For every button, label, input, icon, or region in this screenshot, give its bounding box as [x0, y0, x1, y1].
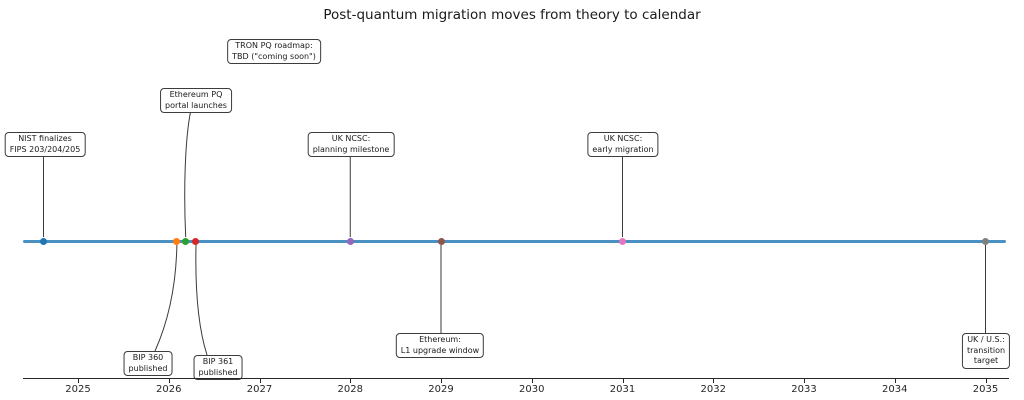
x-tick [78, 379, 79, 383]
event-label-uk-ncsc-planning: UK NCSC: planning milestone [307, 132, 395, 157]
x-tick-label: 2027 [246, 384, 273, 395]
event-label-uk-ncsc-early-migration: UK NCSC: early migration [587, 132, 659, 157]
event-label-nist-fips: NIST finalizes FIPS 203/204/205 [4, 132, 86, 157]
event-dot-ethereum-l1-window [437, 237, 445, 245]
event-dot-nist-fips [40, 237, 47, 245]
event-label-uk-us-transition-target: UK / U.S.: transition target [961, 333, 1011, 369]
event-dot-uk-us-transition-target [982, 237, 989, 245]
x-tick [441, 379, 442, 383]
x-tick-label: 2032 [700, 384, 726, 395]
timeline-axis-line [23, 239, 1006, 243]
x-tick [259, 379, 261, 383]
x-tick-label: 2025 [65, 384, 91, 395]
chart-title: Post-quantum migration moves from theory… [323, 7, 701, 23]
x-tick-label: 2029 [428, 384, 454, 395]
x-tick-label: 2026 [156, 384, 182, 395]
event-label-bip-361: BIP 361 published [193, 355, 243, 380]
x-tick-label: 2033 [791, 384, 817, 395]
event-label-ethereum-l1-window: Ethereum: L1 upgrade window [395, 333, 485, 358]
event-label-ethereum-pq-portal: Ethereum PQ portal launches [160, 88, 232, 113]
x-tick [168, 379, 170, 383]
x-tick [985, 379, 987, 383]
x-tick [804, 379, 805, 383]
event-dot-ethereum-pq-portal [182, 237, 190, 245]
x-tick [350, 379, 352, 383]
event-leader-line-bip-361 [195, 244, 208, 356]
x-tick-label: 2034 [882, 384, 908, 395]
event-dot-bip-361 [192, 237, 200, 245]
x-tick [713, 379, 715, 383]
event-dot-uk-ncsc-planning [346, 237, 354, 245]
event-dot-bip-360 [173, 237, 181, 245]
x-tick-label: 2030 [519, 384, 545, 395]
event-leader-line-ethereum-pq-portal [184, 111, 191, 238]
x-axis-spine [23, 378, 1009, 379]
x-tick-label: 2035 [972, 384, 999, 395]
event-dot-uk-ncsc-early-migration [619, 237, 626, 245]
x-tick [531, 379, 533, 383]
event-leader-line-bip-360 [154, 244, 178, 352]
event-label-bip-360: BIP 360 published [123, 351, 173, 376]
x-tick [622, 379, 624, 383]
x-tick [894, 379, 896, 383]
x-tick-label: 2028 [337, 384, 363, 395]
x-tick-label: 2031 [609, 384, 636, 395]
event-label-tron-pq-roadmap: TRON PQ roadmap: TBD ("coming soon") [227, 39, 321, 64]
